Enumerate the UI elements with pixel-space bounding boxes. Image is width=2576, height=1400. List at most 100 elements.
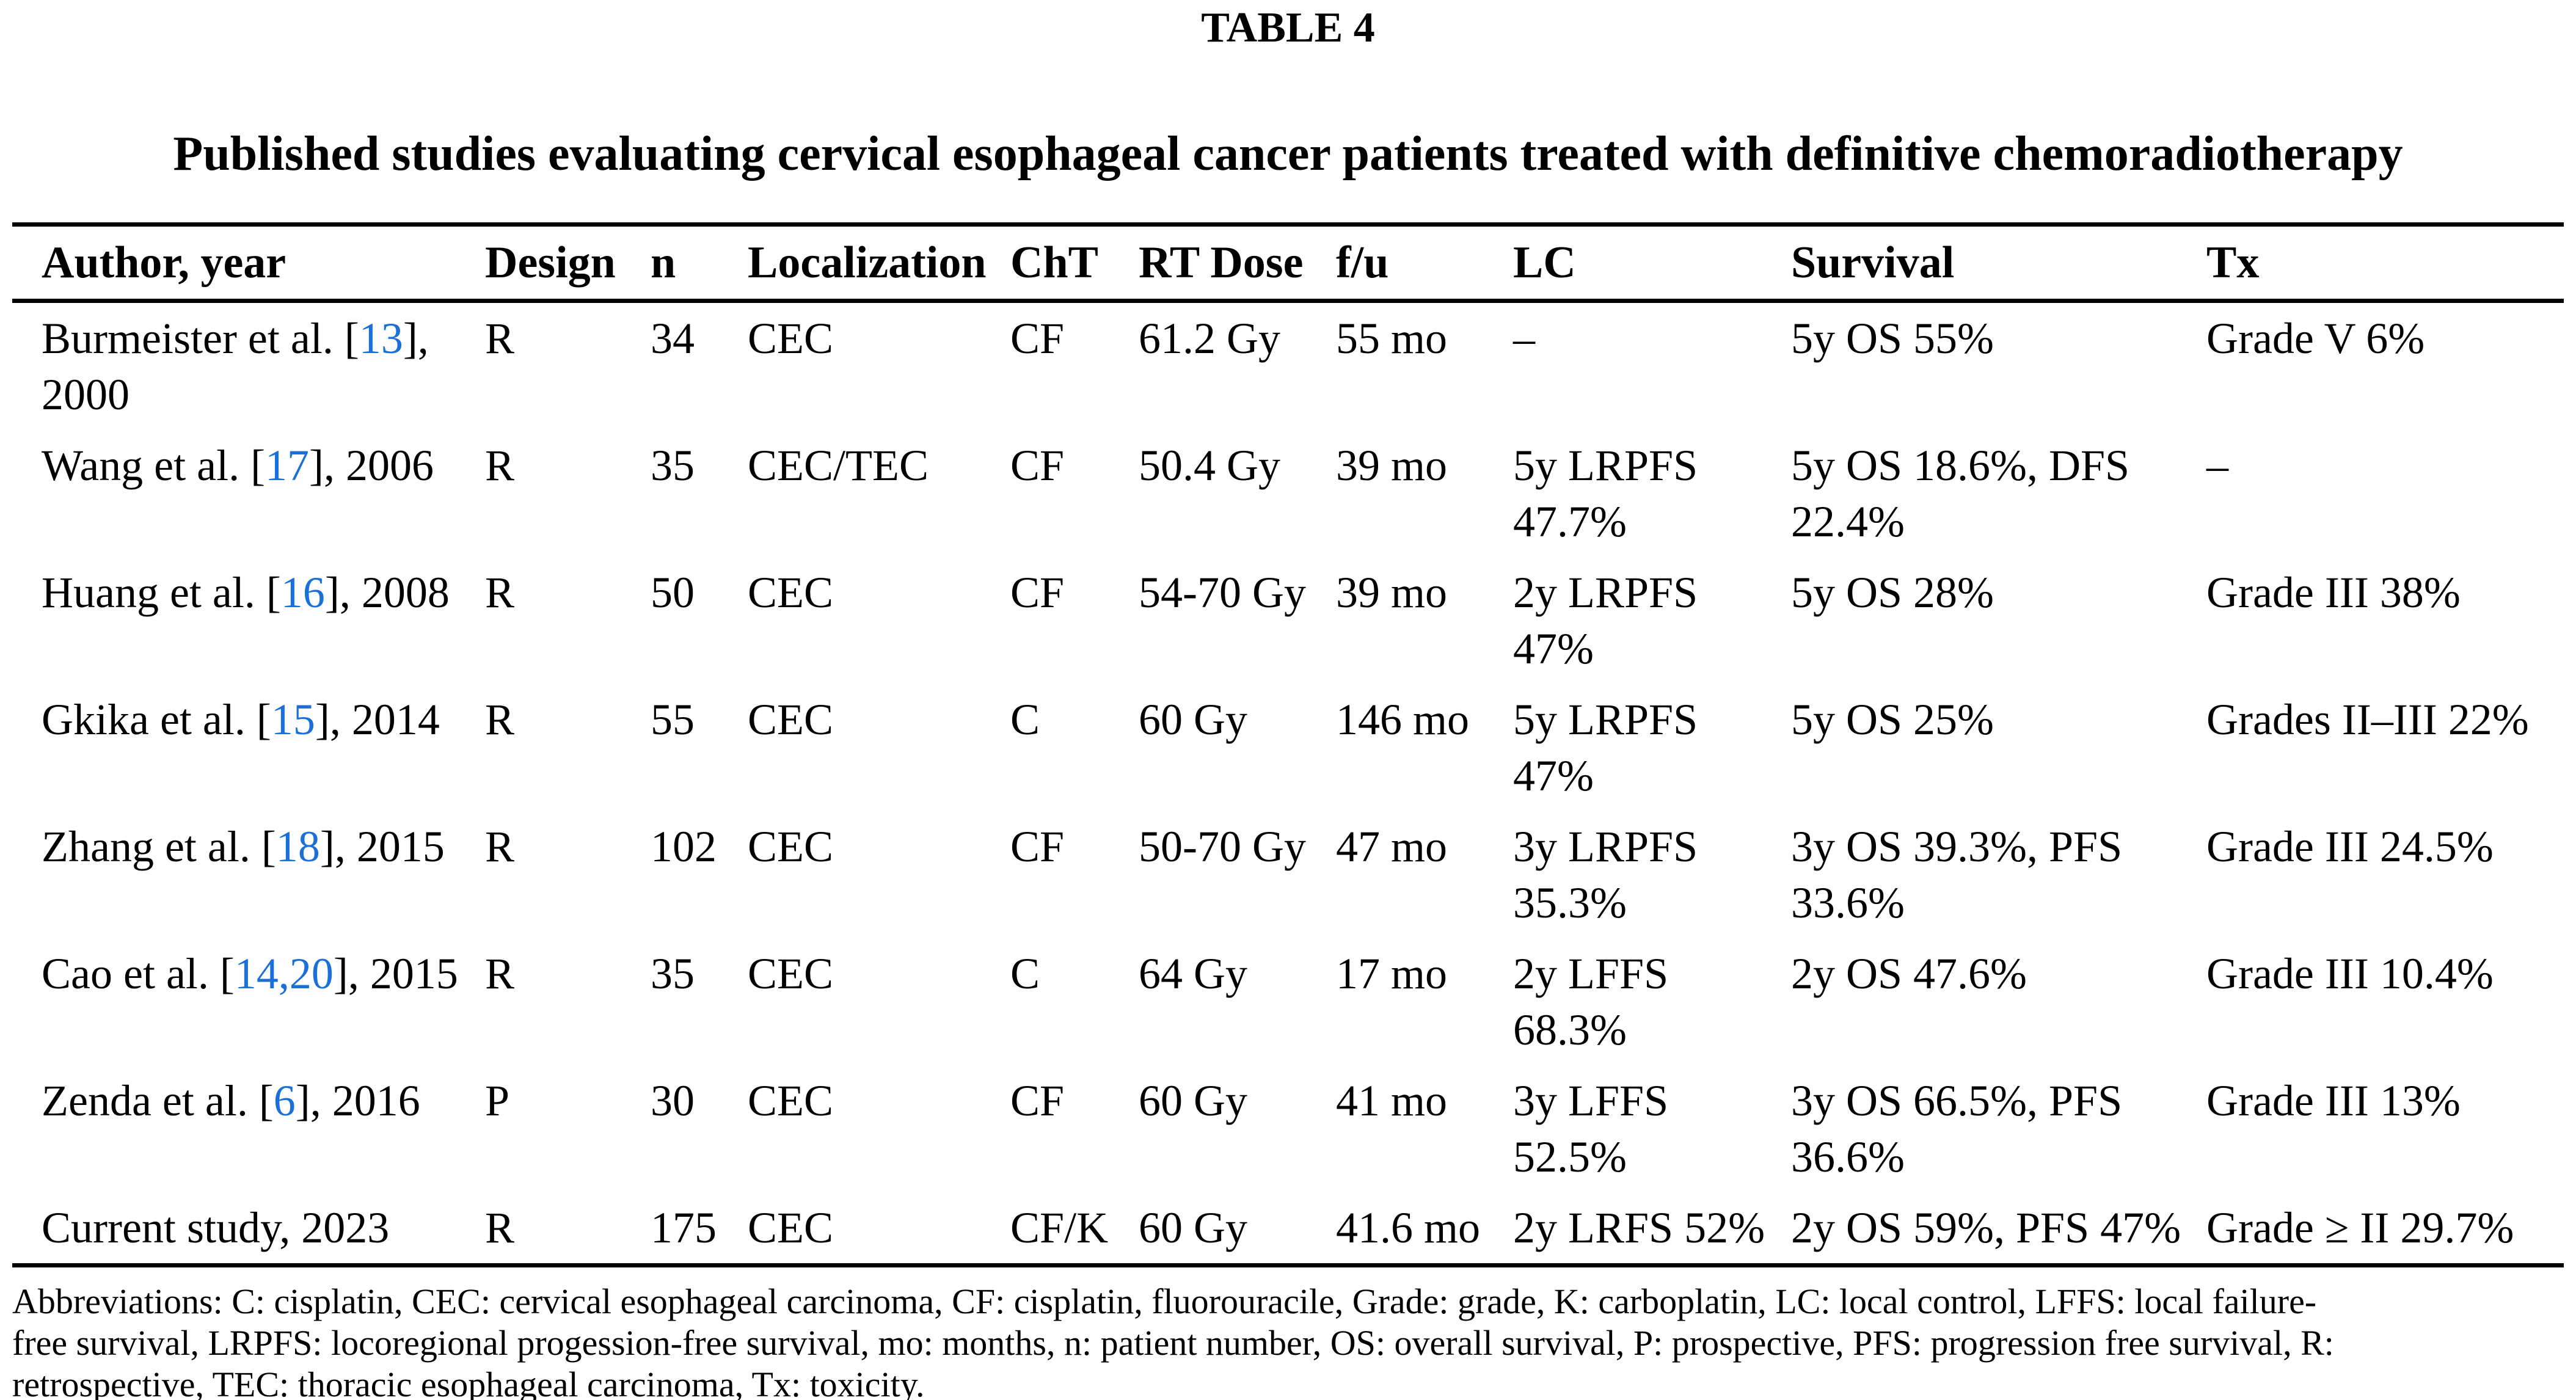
cell-tx: Grade ≥ II 29.7% xyxy=(2206,1203,2514,1252)
citation-link[interactable]: 6 xyxy=(273,1076,296,1125)
footnote-line-2: free survival, LRPFS: locoregional proge… xyxy=(12,1323,2334,1363)
author-text: Zenda et al. [ xyxy=(42,1076,274,1125)
citation-link[interactable]: 16 xyxy=(280,568,325,617)
cell-rt-dose: 60 Gy xyxy=(1139,695,1247,744)
cell-lc: 2y LFFS 68.3% xyxy=(1513,949,1669,1054)
cell-tx: Grade V 6% xyxy=(2206,314,2425,363)
cell-fu: 39 mo xyxy=(1336,568,1448,617)
cell-lc: – xyxy=(1513,314,1535,363)
cell-author-year: Huang et al. [16], 2008 xyxy=(12,557,485,684)
cell-cht: CF xyxy=(1010,441,1065,490)
cell-fu: 17 mo xyxy=(1336,949,1448,998)
cell-tx: Grades II–III 22% xyxy=(2206,695,2529,744)
citation-link[interactable]: 17 xyxy=(265,441,310,490)
cell-cht: CF xyxy=(1010,314,1065,363)
cell-author-year: Zenda et al. [6], 2016 xyxy=(12,1065,485,1192)
cell-survival: 2y OS 59%, PFS 47% xyxy=(1791,1203,2181,1252)
cell-author-year: Gkika et al. [15], 2014 xyxy=(12,684,485,811)
cell-design: P xyxy=(485,1076,510,1125)
cell-rt-dose: 60 Gy xyxy=(1139,1076,1247,1125)
author-text: Burmeister et al. [ xyxy=(42,314,359,363)
cell-n: 175 xyxy=(651,1203,717,1252)
cell-tx: Grade III 10.4% xyxy=(2206,949,2494,998)
cell-cht: CF/K xyxy=(1010,1203,1109,1252)
cell-lc: 2y LRFS 52% xyxy=(1513,1203,1765,1252)
cell-author-year: Wang et al. [17], 2006 xyxy=(12,430,485,557)
cell-localization: CEC xyxy=(748,314,834,363)
study-row: Current study, 2023 R 175 CEC CF/K 60 Gy 41.6 … xyxy=(12,1192,2564,1266)
cell-localization: CEC/TEC xyxy=(748,441,929,490)
author-text: Gkika et al. [ xyxy=(42,695,271,744)
col-header-fu: f/u xyxy=(1336,224,1513,303)
cell-design: R xyxy=(485,695,515,744)
cell-localization: CEC xyxy=(748,695,834,744)
author-text: ], 2000 xyxy=(42,314,429,419)
cell-fu: 55 mo xyxy=(1336,314,1448,363)
author-text: ], 2014 xyxy=(315,695,440,744)
cell-n: 30 xyxy=(651,1076,695,1125)
author-text: Wang et al. [ xyxy=(42,441,266,490)
citation-link[interactable]: 13 xyxy=(359,314,403,363)
cell-cht: CF xyxy=(1010,822,1065,871)
cell-survival: 5y OS 25% xyxy=(1791,695,1994,744)
author-text: ], 2016 xyxy=(295,1076,420,1125)
col-header-design: Design xyxy=(485,224,651,303)
cell-cht: CF xyxy=(1010,1076,1065,1125)
cell-n: 102 xyxy=(651,822,717,871)
cell-design: R xyxy=(485,949,515,998)
study-row: Zenda et al. [6], 2016 P 30 CEC CF 60 Gy 41 mo… xyxy=(12,1065,2564,1192)
header-row: Author, year Design n Localization ChT R… xyxy=(12,224,2564,303)
cell-n: 35 xyxy=(651,441,695,490)
cell-tx: Grade III 24.5% xyxy=(2206,822,2494,871)
citation-link[interactable]: 14,20 xyxy=(234,949,334,998)
cell-lc: 5y LRPFS 47% xyxy=(1513,695,1698,800)
author-text: Zhang et al. [ xyxy=(42,822,276,871)
cell-design: R xyxy=(485,1203,515,1252)
table-caption: Published studies evaluating cervical es… xyxy=(173,127,2403,181)
col-header-localization: Localization xyxy=(748,224,1010,303)
author-text: ], 2015 xyxy=(333,949,458,998)
cell-rt-dose: 50-70 Gy xyxy=(1139,822,1306,871)
cell-lc: 2y LRPFS 47% xyxy=(1513,568,1698,673)
study-row: Cao et al. [14,20], 2015 R 35 CEC C 64 Gy 17 m… xyxy=(12,938,2564,1065)
cell-rt-dose: 64 Gy xyxy=(1139,949,1247,998)
study-row: Huang et al. [16], 2008 R 50 CEC CF 54-70 Gy 3… xyxy=(12,557,2564,684)
cell-survival: 5y OS 28% xyxy=(1791,568,1994,617)
col-header-cht: ChT xyxy=(1010,224,1139,303)
cell-tx: Grade III 38% xyxy=(2206,568,2461,617)
cell-survival: 3y OS 39.3%, PFS 33.6% xyxy=(1791,822,2123,927)
cell-author-year: Zhang et al. [18], 2015 xyxy=(12,811,485,938)
col-header-rt-dose: RT Dose xyxy=(1139,224,1336,303)
study-row: Gkika et al. [15], 2014 R 55 CEC C 60 Gy 146 m… xyxy=(12,684,2564,811)
cell-fu: 41.6 mo xyxy=(1336,1203,1481,1252)
author-text: Huang et al. [ xyxy=(42,568,281,617)
cell-survival: 5y OS 18.6%, DFS 22.4% xyxy=(1791,441,2130,546)
studies-table: Author, year Design n Localization ChT R… xyxy=(12,222,2564,1267)
cell-rt-dose: 60 Gy xyxy=(1139,1203,1247,1252)
cell-localization: CEC xyxy=(748,568,834,617)
cell-cht: CF xyxy=(1010,568,1065,617)
study-row: Zhang et al. [18], 2015 R 102 CEC CF 50-70 Gy… xyxy=(12,811,2564,938)
citation-link[interactable]: 18 xyxy=(275,822,320,871)
cell-fu: 39 mo xyxy=(1336,441,1448,490)
col-header-author-year: Author, year xyxy=(12,224,485,303)
cell-survival: 2y OS 47.6% xyxy=(1791,949,2027,998)
cell-localization: CEC xyxy=(748,822,834,871)
citation-link[interactable]: 15 xyxy=(271,695,315,744)
cell-fu: 47 mo xyxy=(1336,822,1448,871)
cell-design: R xyxy=(485,314,515,363)
cell-n: 50 xyxy=(651,568,695,617)
cell-lc: 3y LRPFS 35.3% xyxy=(1513,822,1698,927)
author-text: ], 2006 xyxy=(309,441,434,490)
cell-cht: C xyxy=(1010,949,1040,998)
cell-localization: CEC xyxy=(748,949,834,998)
table-number-heading: TABLE 4 xyxy=(1201,4,1375,51)
cell-lc: 3y LFFS 52.5% xyxy=(1513,1076,1669,1181)
cell-tx: Grade III 13% xyxy=(2206,1076,2461,1125)
cell-rt-dose: 61.2 Gy xyxy=(1139,314,1280,363)
cell-lc: 5y LRPFS 47.7% xyxy=(1513,441,1698,546)
abbreviations-footnote: Abbreviations: C: cisplatin, CEC: cervic… xyxy=(12,1281,2564,1400)
author-text: ], 2008 xyxy=(324,568,450,617)
cell-rt-dose: 50.4 Gy xyxy=(1139,441,1280,490)
